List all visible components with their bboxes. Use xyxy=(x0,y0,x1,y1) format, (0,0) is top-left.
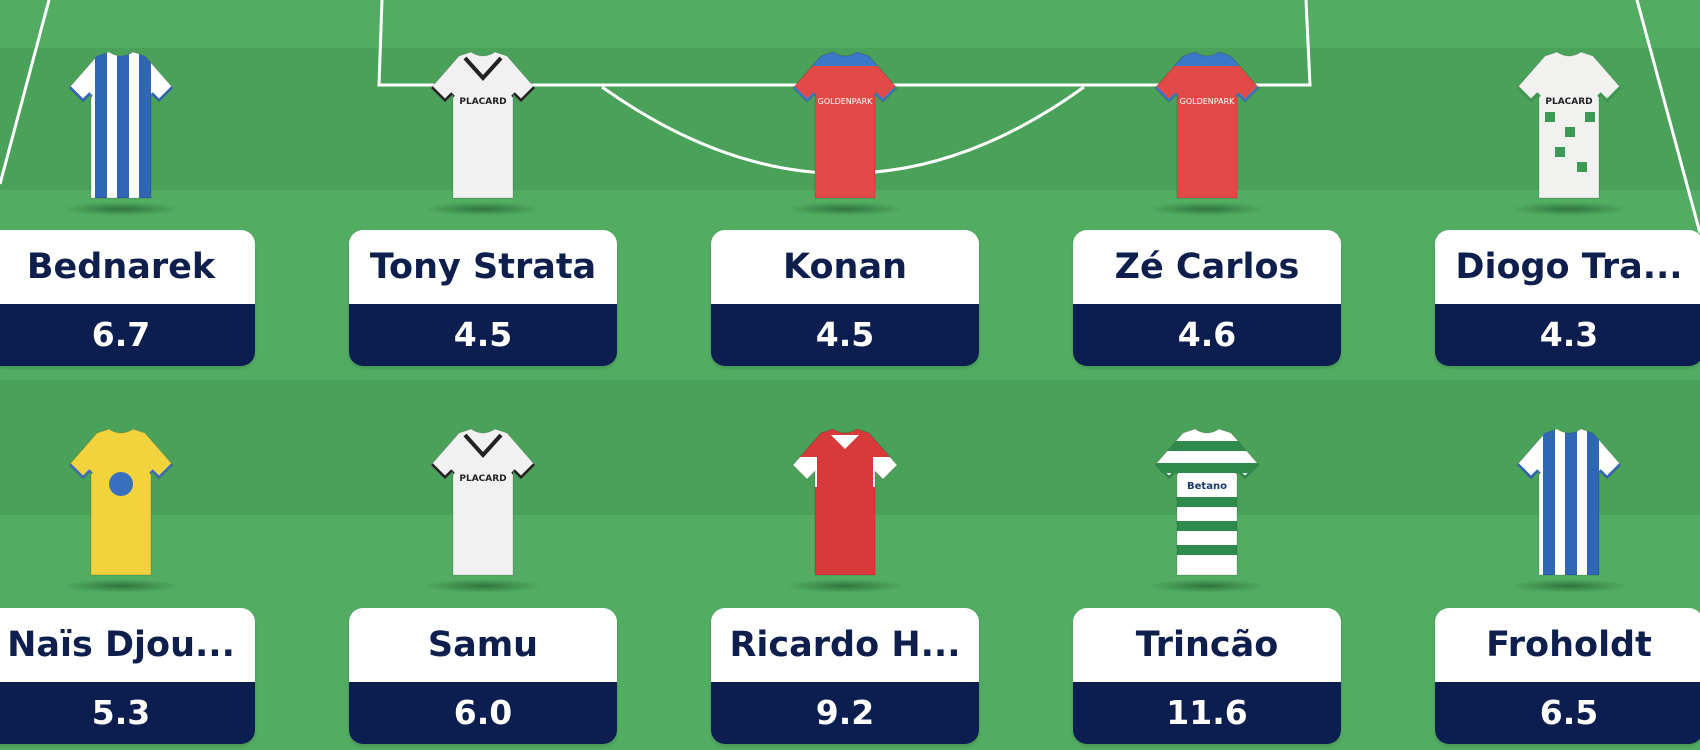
player-name: Diogo Tra... xyxy=(1435,230,1700,304)
player-price: 4.5 xyxy=(711,304,979,366)
jersey-shadow xyxy=(785,579,905,593)
player-price: 4.3 xyxy=(1435,304,1700,366)
player-name: Froholdt xyxy=(1435,608,1700,682)
player-name: Konan xyxy=(711,230,979,304)
player-price: 4.5 xyxy=(349,304,617,366)
jersey-icon: Betano xyxy=(1154,429,1260,576)
player-info: Ricardo H... 9.2 xyxy=(711,608,979,744)
player-name: Naïs Djou... xyxy=(0,608,255,682)
player-info: Froholdt 6.5 xyxy=(1435,608,1700,744)
jersey-icon xyxy=(68,52,174,199)
jersey-icon: GOLDENPARK xyxy=(1154,52,1260,199)
svg-text:PLACARD: PLACARD xyxy=(459,97,506,107)
player-info: Diogo Tra... 4.3 xyxy=(1435,230,1700,366)
svg-text:Betano: Betano xyxy=(1187,481,1227,492)
jersey-icon: PLACARD xyxy=(1516,52,1622,199)
player-price: 4.6 xyxy=(1073,304,1341,366)
jersey-shadow xyxy=(61,202,181,216)
player-info: Naïs Djou... 5.3 xyxy=(0,608,255,744)
jersey-shadow xyxy=(423,579,543,593)
jersey-icon xyxy=(68,429,174,576)
player-name: Samu xyxy=(349,608,617,682)
player-name: Bednarek xyxy=(0,230,255,304)
jersey-icon: GOLDENPARK xyxy=(792,52,898,199)
player-price: 9.2 xyxy=(711,682,979,744)
player-info: Tony Strata 4.5 xyxy=(349,230,617,366)
player-name: Tony Strata xyxy=(349,230,617,304)
player-info: Samu 6.0 xyxy=(349,608,617,744)
svg-text:GOLDENPARK: GOLDENPARK xyxy=(1180,97,1235,106)
player-info: Zé Carlos 4.6 xyxy=(1073,230,1341,366)
jersey-icon: PLACARD xyxy=(430,429,536,576)
svg-text:PLACARD: PLACARD xyxy=(1545,97,1592,107)
jersey-shadow xyxy=(1147,579,1267,593)
jersey-shadow xyxy=(785,202,905,216)
jersey-icon xyxy=(792,429,898,576)
player-price: 11.6 xyxy=(1073,682,1341,744)
player-info: Trincão 11.6 xyxy=(1073,608,1341,744)
player-price: 5.3 xyxy=(0,682,255,744)
jersey-shadow xyxy=(1147,202,1267,216)
player-price: 6.5 xyxy=(1435,682,1700,744)
player-name: Trincão xyxy=(1073,608,1341,682)
player-price: 6.0 xyxy=(349,682,617,744)
player-name: Zé Carlos xyxy=(1073,230,1341,304)
jersey-shadow xyxy=(1509,202,1629,216)
player-info: Konan 4.5 xyxy=(711,230,979,366)
jersey-shadow xyxy=(1509,579,1629,593)
jersey-icon: PLACARD xyxy=(430,52,536,199)
jersey-icon xyxy=(1516,429,1622,576)
player-price: 6.7 xyxy=(0,304,255,366)
jersey-shadow xyxy=(61,579,181,593)
player-info: Bednarek 6.7 xyxy=(0,230,255,366)
svg-text:PLACARD: PLACARD xyxy=(459,474,506,484)
jersey-shadow xyxy=(423,202,543,216)
svg-text:GOLDENPARK: GOLDENPARK xyxy=(818,97,873,106)
player-name: Ricardo H... xyxy=(711,608,979,682)
